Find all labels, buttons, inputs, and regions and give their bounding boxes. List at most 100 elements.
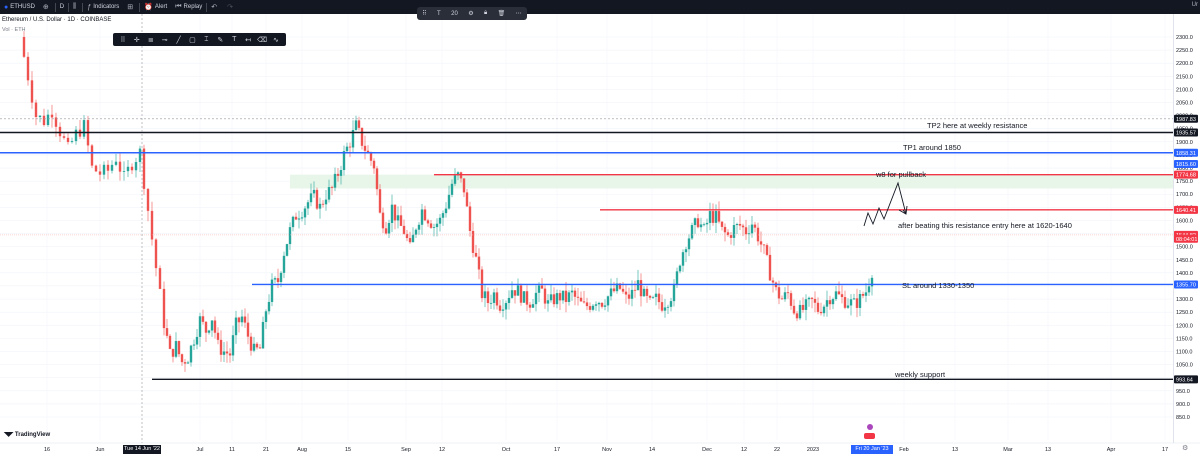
candle-down <box>369 153 373 161</box>
price-axis[interactable]: 850.0900.0950.01000.01050.01100.01150.01… <box>1176 35 1193 421</box>
projection-arrowhead <box>898 205 908 215</box>
candle-down <box>94 165 98 172</box>
settings-gear-icon[interactable]: ⚙ <box>468 11 474 17</box>
undo-button[interactable]: ↶ <box>207 0 223 14</box>
volume-label[interactable]: Vol · ETH <box>2 27 26 33</box>
time-axis[interactable]: 16 Jun Jul 11 21 Aug 15 Sep 12 Oct 17 Nov 14 Dec 12 22 2… <box>0 424 1200 453</box>
eraser-icon[interactable]: ⌫ <box>257 36 267 44</box>
replay-icon: ⏮ <box>175 3 182 10</box>
trash-icon[interactable]: 🗑︎ <box>497 11 506 17</box>
time-tick-label: 21 <box>263 447 269 453</box>
candle-down <box>118 161 122 172</box>
annotation-tp2[interactable]: TP2 here at weekly resistance <box>927 121 1028 130</box>
candle-up <box>531 304 535 308</box>
candle-up <box>110 164 114 171</box>
price-range-icon[interactable]: ⌶ <box>204 35 209 43</box>
price-tag-label: 1858.31 <box>1176 151 1196 157</box>
annotation-tp1[interactable]: TP1 around 1850 <box>903 143 961 152</box>
annotation-support[interactable]: weekly support <box>895 370 946 379</box>
candle-type-button[interactable]: ⫼ <box>69 0 82 14</box>
text-tool-icon[interactable]: T <box>232 36 237 43</box>
annotation-entry[interactable]: after beating this resistance entry here… <box>898 221 1072 230</box>
candle-up <box>456 172 460 176</box>
crosshair-date-marker: Tue 14 Jun '22 <box>123 445 161 454</box>
candle-down <box>543 288 547 304</box>
candle-up <box>672 284 676 302</box>
price-tick-label: 1800.0 <box>1176 166 1193 172</box>
annotation-pullback[interactable]: w8 for pullback <box>876 170 927 179</box>
candle-down <box>366 150 370 154</box>
drag-handle-icon[interactable]: ⠿ <box>422 11 427 17</box>
candle-down <box>645 288 649 296</box>
indicators-button[interactable]: ƒ Indicators <box>83 0 123 14</box>
text-icon[interactable]: T <box>437 10 441 17</box>
candle-up <box>414 229 418 235</box>
price-tag-label: 1774.68 <box>1176 173 1196 179</box>
font-size-value[interactable]: 20 <box>451 10 458 17</box>
layout-menu[interactable]: Ur <box>1191 2 1198 8</box>
replay-button[interactable]: ⏮ Replay <box>171 0 206 14</box>
candle-up <box>702 224 706 226</box>
candle-down <box>558 293 562 301</box>
horizontal-line-icon[interactable]: ⊸ <box>161 36 168 44</box>
price-tag-bg <box>1174 159 1198 168</box>
candle-up <box>285 244 289 256</box>
interval-button[interactable]: D <box>56 0 68 14</box>
ray-icon[interactable]: ↤ <box>245 36 252 44</box>
candle-down <box>375 168 379 190</box>
chart-title[interactable]: Ethereum / U.S. Dollar · 1D · COINBASE <box>2 17 112 23</box>
price-tick-label: 2100.0 <box>1176 87 1193 93</box>
candle-up <box>501 309 505 311</box>
symbol-search[interactable]: ● ETHUSD <box>0 0 39 14</box>
plus-icon: ⊕ <box>42 4 49 11</box>
candle-up <box>309 193 313 203</box>
interval-label: D <box>59 4 65 10</box>
indicators-label: Indicators <box>93 4 120 10</box>
candle-down <box>423 209 427 221</box>
annotation-sl[interactable]: SL around 1330-1350 <box>902 281 975 290</box>
rectangle-icon[interactable]: ▢ <box>189 36 196 44</box>
price-tag-bg <box>1174 170 1198 179</box>
add-symbol-button[interactable]: ⊕ <box>39 0 55 14</box>
candle-down <box>717 211 721 222</box>
candle-up <box>288 227 292 245</box>
candle-up <box>134 162 138 171</box>
candle-down <box>837 291 841 295</box>
candle-down <box>219 339 223 355</box>
price-tick-label: 2300.0 <box>1176 35 1193 41</box>
candle-up <box>186 362 190 364</box>
alert-button[interactable]: ⏰ Alert <box>140 0 171 14</box>
candle-up <box>699 224 703 228</box>
candle-down <box>384 228 388 234</box>
candle-up <box>345 146 349 152</box>
candle-up <box>666 306 670 308</box>
candle-up <box>675 271 679 285</box>
lock-icon[interactable]: 🔒︎ <box>484 10 488 16</box>
candle-down <box>330 187 334 188</box>
candle-down <box>768 254 772 281</box>
brush-icon[interactable]: ✎ <box>217 36 224 44</box>
templates-button[interactable]: ⊞ <box>123 0 139 14</box>
time-tick-label: Jun <box>96 447 105 453</box>
fib-icon[interactable]: ≣ <box>147 36 154 44</box>
candle-up <box>390 204 394 223</box>
more-icon[interactable]: ⋯ <box>515 11 522 17</box>
candle-up <box>642 288 646 297</box>
candle-down <box>744 227 748 235</box>
trend-line-icon[interactable]: ╱ <box>176 36 181 44</box>
candle-up <box>192 344 196 346</box>
path-icon[interactable]: ∿ <box>272 36 279 44</box>
price-tick-label: 1050.0 <box>1176 363 1193 369</box>
candle-down <box>801 304 805 310</box>
candle-up <box>432 227 436 228</box>
drag-handle-icon[interactable]: ⠿ <box>120 36 126 44</box>
chart-settings-gear-icon[interactable]: ⚙ <box>1182 445 1189 452</box>
candle-down <box>54 117 58 127</box>
candle-down <box>158 268 162 289</box>
undo-icon: ↶ <box>211 4 218 11</box>
crosshair-icon[interactable]: ✛ <box>133 36 140 44</box>
redo-button[interactable]: ↷ <box>223 0 239 14</box>
candle-down <box>582 301 586 303</box>
candle-up <box>597 302 601 305</box>
